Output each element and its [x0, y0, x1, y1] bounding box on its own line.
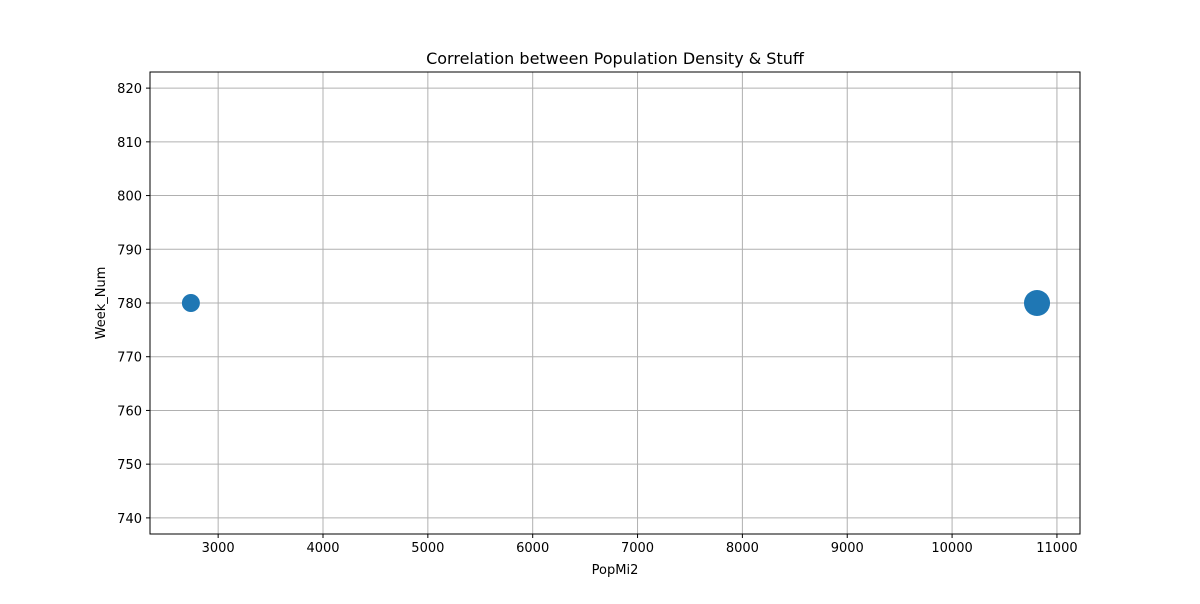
- x-tick-label: 7000: [621, 541, 654, 556]
- y-tick-label: 750: [117, 458, 142, 473]
- y-tick-label: 740: [117, 512, 142, 527]
- y-axis-ticks: 740 750 760 770 780 790 800 810 820: [117, 82, 150, 527]
- y-tick-label: 760: [117, 404, 142, 419]
- grid: [150, 72, 1080, 534]
- scatter-point: [1023, 289, 1051, 317]
- x-tick-label: 5000: [411, 541, 444, 556]
- y-tick-label: 810: [117, 136, 142, 151]
- chart-title: Correlation between Population Density &…: [426, 49, 805, 68]
- y-tick-label: 770: [117, 351, 142, 366]
- y-tick-label: 780: [117, 297, 142, 312]
- x-tick-label: 9000: [831, 541, 864, 556]
- x-tick-label: 10000: [931, 541, 972, 556]
- y-tick-label: 790: [117, 243, 142, 258]
- x-tick-label: 6000: [516, 541, 549, 556]
- scatter-point: [181, 294, 200, 312]
- x-axis-label: PopMi2: [592, 563, 639, 578]
- x-tick-label: 11000: [1036, 541, 1077, 556]
- data-points: [181, 289, 1051, 317]
- y-axis-label: Week_Num: [94, 267, 109, 340]
- y-tick-label: 800: [117, 190, 142, 205]
- x-tick-label: 3000: [202, 541, 235, 556]
- y-tick-label: 820: [117, 82, 142, 97]
- x-axis-ticks: 3000 4000 5000 6000 7000 8000 9000 10000 11000: [202, 534, 1078, 556]
- x-tick-label: 4000: [306, 541, 339, 556]
- x-tick-label: 8000: [726, 541, 759, 556]
